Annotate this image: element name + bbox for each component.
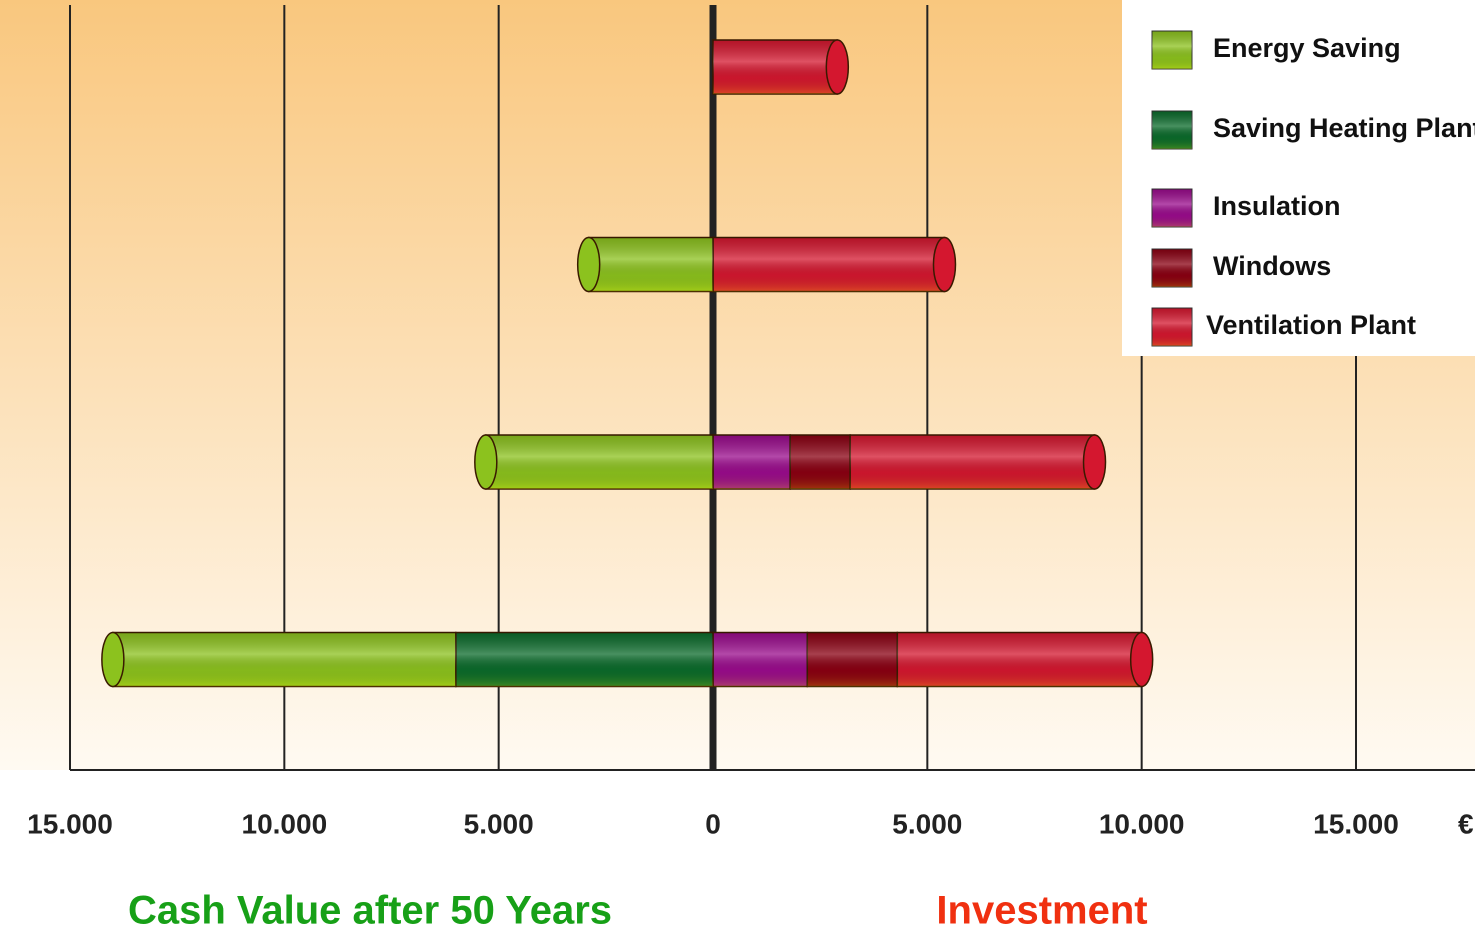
legend-label: Energy Saving	[1213, 33, 1401, 63]
bar-shine	[112, 632, 456, 687]
legend-swatch-shine	[1152, 31, 1192, 69]
right-title: Investment	[936, 889, 1147, 932]
bar-segment	[806, 631, 899, 688]
legend-label: Ventilation Plant	[1206, 310, 1416, 340]
bar-shine	[713, 40, 838, 94]
x-unit: €	[1458, 808, 1474, 839]
bar-shine	[713, 435, 791, 489]
legend-swatch-shine	[1152, 111, 1192, 149]
bar-segment	[849, 434, 1096, 490]
bar-shine	[807, 632, 898, 687]
bar-segment	[712, 631, 809, 688]
bar-segment	[712, 236, 946, 293]
bar-shine	[790, 435, 851, 489]
bar-shine	[713, 237, 945, 292]
bar-shine	[455, 632, 713, 687]
bar-segment	[896, 631, 1143, 688]
x-tick-label: 0	[705, 808, 721, 839]
bar-cap	[1129, 631, 1154, 688]
bar-shine	[897, 632, 1142, 687]
x-tick-label: 10.000	[242, 808, 328, 839]
bar-cap	[101, 631, 125, 688]
legend-label: Saving Heating Plant	[1213, 113, 1475, 143]
x-tick-label: 15.000	[1313, 808, 1399, 839]
bar-segment	[112, 631, 457, 688]
bar-shine	[485, 435, 713, 489]
legend-swatch-shine	[1152, 189, 1192, 227]
bar-cap	[576, 236, 601, 293]
left-title: Cash Value after 50 Years	[128, 889, 612, 932]
bar-cap	[1082, 434, 1107, 490]
legend-swatch-shine	[1152, 249, 1192, 287]
legend-swatch-shine	[1152, 308, 1192, 346]
x-tick-label: 5.000	[892, 808, 962, 839]
bar-cap	[825, 39, 850, 95]
bar-segment	[587, 236, 714, 293]
x-tick-label: 10.000	[1099, 808, 1185, 839]
bar-cap	[932, 236, 957, 293]
legend-label: Insulation	[1213, 191, 1341, 221]
bar-shine	[588, 237, 713, 292]
bar-segment	[485, 434, 714, 490]
bar-shine	[850, 435, 1095, 489]
bar-segment	[455, 631, 714, 688]
x-tick-label: 15.000	[27, 808, 113, 839]
legend-label: Windows	[1213, 251, 1331, 281]
bar-segment	[789, 434, 851, 490]
bar-cap	[474, 434, 498, 490]
x-tick-label: 5.000	[464, 808, 534, 839]
bar-shine	[713, 632, 808, 687]
bar-segment	[712, 434, 791, 490]
bar-segment	[712, 39, 839, 95]
